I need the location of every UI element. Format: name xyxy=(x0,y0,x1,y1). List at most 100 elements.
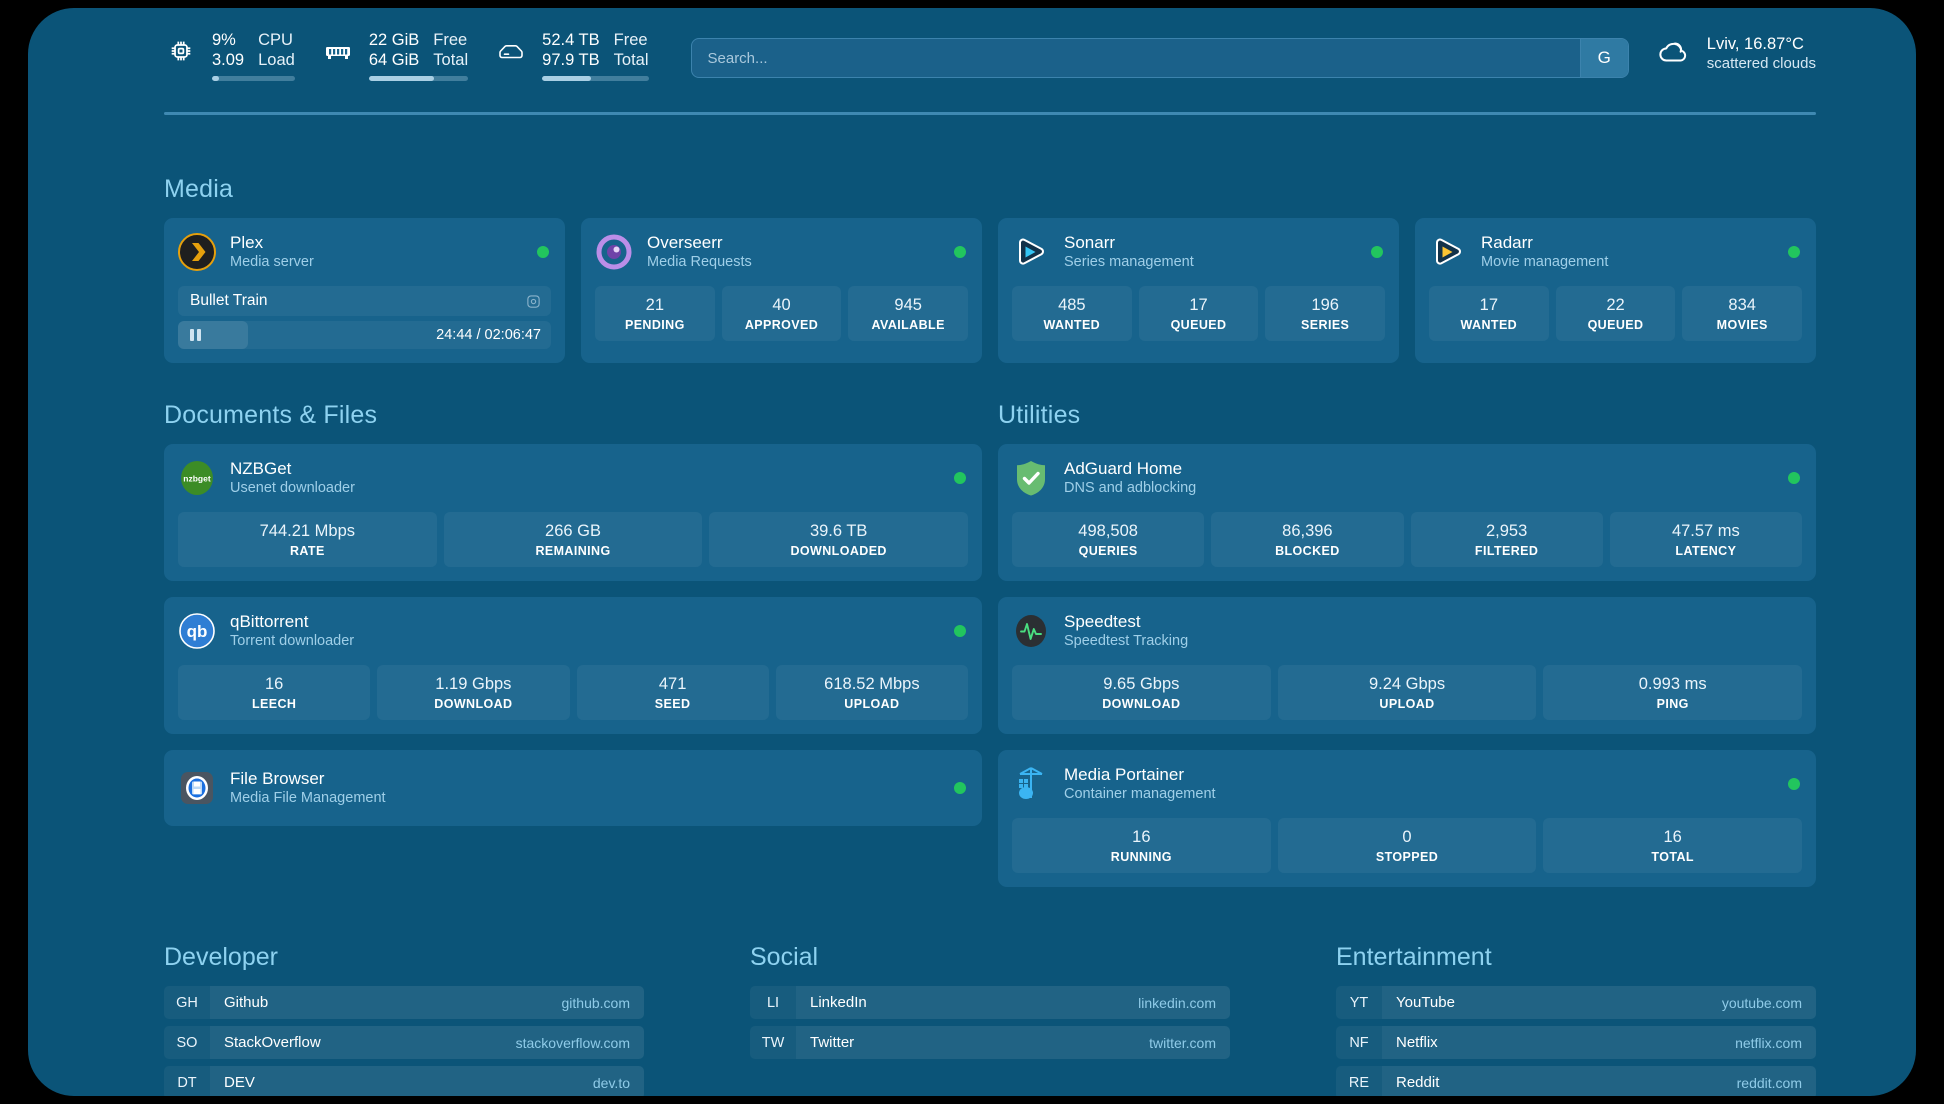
plex-elapsed: 24:44 xyxy=(436,327,473,343)
system-stat-disk[interactable]: 52.4 TB 97.9 TB Free Total xyxy=(494,30,649,81)
stat-label: DOWNLOADED xyxy=(790,544,887,558)
disk-values: 52.4 TB 97.9 TB xyxy=(542,30,599,70)
speedtest-stats: 9.65 Gbps DOWNLOAD 9.24 Gbps UPLOAD 0.99… xyxy=(1012,665,1803,720)
stat-label: WANTED xyxy=(1460,318,1518,332)
top-bar: 9% 3.09 CPU Load xyxy=(164,30,1816,92)
cpu-value-secondary: 3.09 xyxy=(212,51,245,69)
service-card-adguard[interactable]: AdGuard Home DNS and adblocking 498,508 … xyxy=(998,444,1816,581)
stat-value: 0.993 ms xyxy=(1638,675,1707,693)
bookmark-item-netflix[interactable]: NF Netflix netflix.com xyxy=(1336,1026,1816,1059)
stat-value: 16 xyxy=(1132,828,1151,846)
filebrowser-status-badge xyxy=(954,782,966,794)
bookmark-main: DEV dev.to xyxy=(210,1066,644,1096)
bookmark-group-title: Entertainment xyxy=(1336,943,1492,971)
qbittorrent-card-subtitle: Torrent downloader xyxy=(230,633,355,649)
stat-cell: 471 SEED xyxy=(576,665,769,720)
stat-cell: 22 QUEUED xyxy=(1555,286,1676,341)
bookmark-abbr: RE xyxy=(1336,1066,1382,1096)
stat-label: AVAILABLE xyxy=(871,318,945,332)
stat-value: 86,396 xyxy=(1282,522,1333,540)
cpu-labels: CPU Load xyxy=(258,30,295,70)
service-card-sonarr[interactable]: Sonarr Series management 485 WANTED 17 Q… xyxy=(998,218,1399,363)
adguard-card-name: AdGuard Home xyxy=(1064,459,1183,478)
column-documents: Documents & Files nzbget xyxy=(164,401,982,887)
sonarr-card-header: Sonarr Series management xyxy=(1012,230,1385,274)
stat-cell: 9.65 Gbps DOWNLOAD xyxy=(1012,665,1271,720)
qbittorrent-card-name: qBittorrent xyxy=(230,612,309,631)
system-stat-memory[interactable]: 22 GiB 64 GiB Free Total xyxy=(321,30,469,81)
bookmark-item-linkedin[interactable]: LI LinkedIn linkedin.com xyxy=(750,986,1230,1019)
portainer-card-name: Media Portainer xyxy=(1064,765,1185,784)
bookmark-url: reddit.com xyxy=(1736,1074,1802,1091)
section-title-documents: Documents & Files xyxy=(164,401,378,429)
portainer-status-badge xyxy=(1788,778,1800,790)
stat-value: 9.24 Gbps xyxy=(1368,675,1446,693)
radarr-card-name: Radarr xyxy=(1481,233,1533,252)
service-card-portainer[interactable]: Media Portainer Container management 16 … xyxy=(998,750,1816,887)
stat-cell: 17 QUEUED xyxy=(1138,286,1259,341)
stat-value: 744.21 Mbps xyxy=(259,522,356,540)
bookmark-main: Reddit reddit.com xyxy=(1382,1066,1816,1096)
nzbget-card-subtitle: Usenet downloader xyxy=(230,480,355,496)
utilities-card-stack: AdGuard Home DNS and adblocking 498,508 … xyxy=(998,444,1816,887)
bookmark-url: stackoverflow.com xyxy=(515,1034,630,1051)
stat-label: DOWNLOAD xyxy=(434,697,513,711)
stat-cell: 39.6 TB DOWNLOADED xyxy=(709,512,969,567)
stat-cell: 47.57 ms LATENCY xyxy=(1609,512,1802,567)
pause-icon[interactable] xyxy=(190,329,201,341)
bookmark-list: LI LinkedIn linkedin.com TW Twitter twit… xyxy=(750,986,1230,1059)
plex-playback-bar[interactable]: 24:44 / 02:06:47 xyxy=(178,321,551,349)
bookmark-abbr: NF xyxy=(1336,1026,1382,1059)
bookmark-name: DEV xyxy=(224,1074,255,1091)
service-card-overseerr[interactable]: Overseerr Media Requests 21 PENDING 40 A… xyxy=(581,218,982,363)
dashboard-window: 9% 3.09 CPU Load xyxy=(28,8,1916,1096)
overseerr-icon xyxy=(595,233,633,271)
system-stat-cpu[interactable]: 9% 3.09 CPU Load xyxy=(164,30,295,81)
svg-text:nzbget: nzbget xyxy=(183,474,211,484)
bookmark-item-github[interactable]: GH Github github.com xyxy=(164,986,644,1019)
stat-label: FILTERED xyxy=(1474,544,1539,558)
stat-cell: 9.24 Gbps UPLOAD xyxy=(1277,665,1537,720)
nzbget-icon: nzbget xyxy=(178,459,216,497)
media-card-grid: Plex Media server Bullet Train xyxy=(164,218,1816,363)
filebrowser-icon xyxy=(178,769,216,807)
stat-label: APPROVED xyxy=(744,318,819,332)
stat-value: 834 xyxy=(1728,296,1756,314)
stat-cell: 744.21 Mbps RATE xyxy=(178,512,437,567)
section-title-media: Media xyxy=(164,175,234,203)
service-card-filebrowser[interactable]: File Browser Media File Management xyxy=(164,750,982,826)
stat-value: 17 xyxy=(1189,296,1208,314)
radarr-icon xyxy=(1429,233,1467,271)
bookmark-item-dev[interactable]: DT DEV dev.to xyxy=(164,1066,644,1096)
cloud-icon xyxy=(1655,37,1693,72)
stat-label: UPLOAD xyxy=(1379,697,1435,711)
nzbget-status-badge xyxy=(954,472,966,484)
overseerr-card-name: Overseerr xyxy=(647,233,723,252)
qbittorrent-status-badge xyxy=(954,625,966,637)
search-bar[interactable]: G xyxy=(690,38,1629,78)
gear-icon[interactable] xyxy=(526,294,541,309)
stat-value: 485 xyxy=(1058,296,1086,314)
bookmark-item-twitter[interactable]: TW Twitter twitter.com xyxy=(750,1026,1230,1059)
service-card-qbittorrent[interactable]: qb qBittorrent Torrent downloader xyxy=(164,597,982,734)
service-card-radarr[interactable]: Radarr Movie management 17 WANTED 22 QUE… xyxy=(1415,218,1816,363)
search-input[interactable] xyxy=(691,39,1580,77)
service-card-nzbget[interactable]: nzbget NZBGet Usenet downloader xyxy=(164,444,982,581)
stat-cell: 618.52 Mbps UPLOAD xyxy=(775,665,968,720)
stat-cell: 2,953 FILTERED xyxy=(1410,512,1603,567)
bookmark-item-reddit[interactable]: RE Reddit reddit.com xyxy=(1336,1066,1816,1096)
service-card-speedtest[interactable]: Speedtest Speedtest Tracking 9.65 Gbps D… xyxy=(998,597,1816,734)
search-engine-button[interactable]: G xyxy=(1579,39,1628,77)
bookmark-item-youtube[interactable]: YT YouTube youtube.com xyxy=(1336,986,1816,1019)
stat-value: 945 xyxy=(894,296,922,314)
adguard-status-badge xyxy=(1788,472,1800,484)
plex-card-name: Plex xyxy=(230,233,264,252)
service-card-plex[interactable]: Plex Media server Bullet Train xyxy=(164,218,565,363)
adguard-stats: 498,508 QUERIES 86,396 BLOCKED 2,953 FIL… xyxy=(1012,512,1802,567)
weather-widget[interactable]: Lviv, 16.87°C scattered clouds xyxy=(1655,34,1816,74)
stat-label: MOVIES xyxy=(1716,318,1768,332)
bookmark-item-stackoverflow[interactable]: SO StackOverflow stackoverflow.com xyxy=(164,1026,644,1059)
stat-cell: 86,396 BLOCKED xyxy=(1211,512,1404,567)
bookmark-group-title: Developer xyxy=(164,943,278,971)
